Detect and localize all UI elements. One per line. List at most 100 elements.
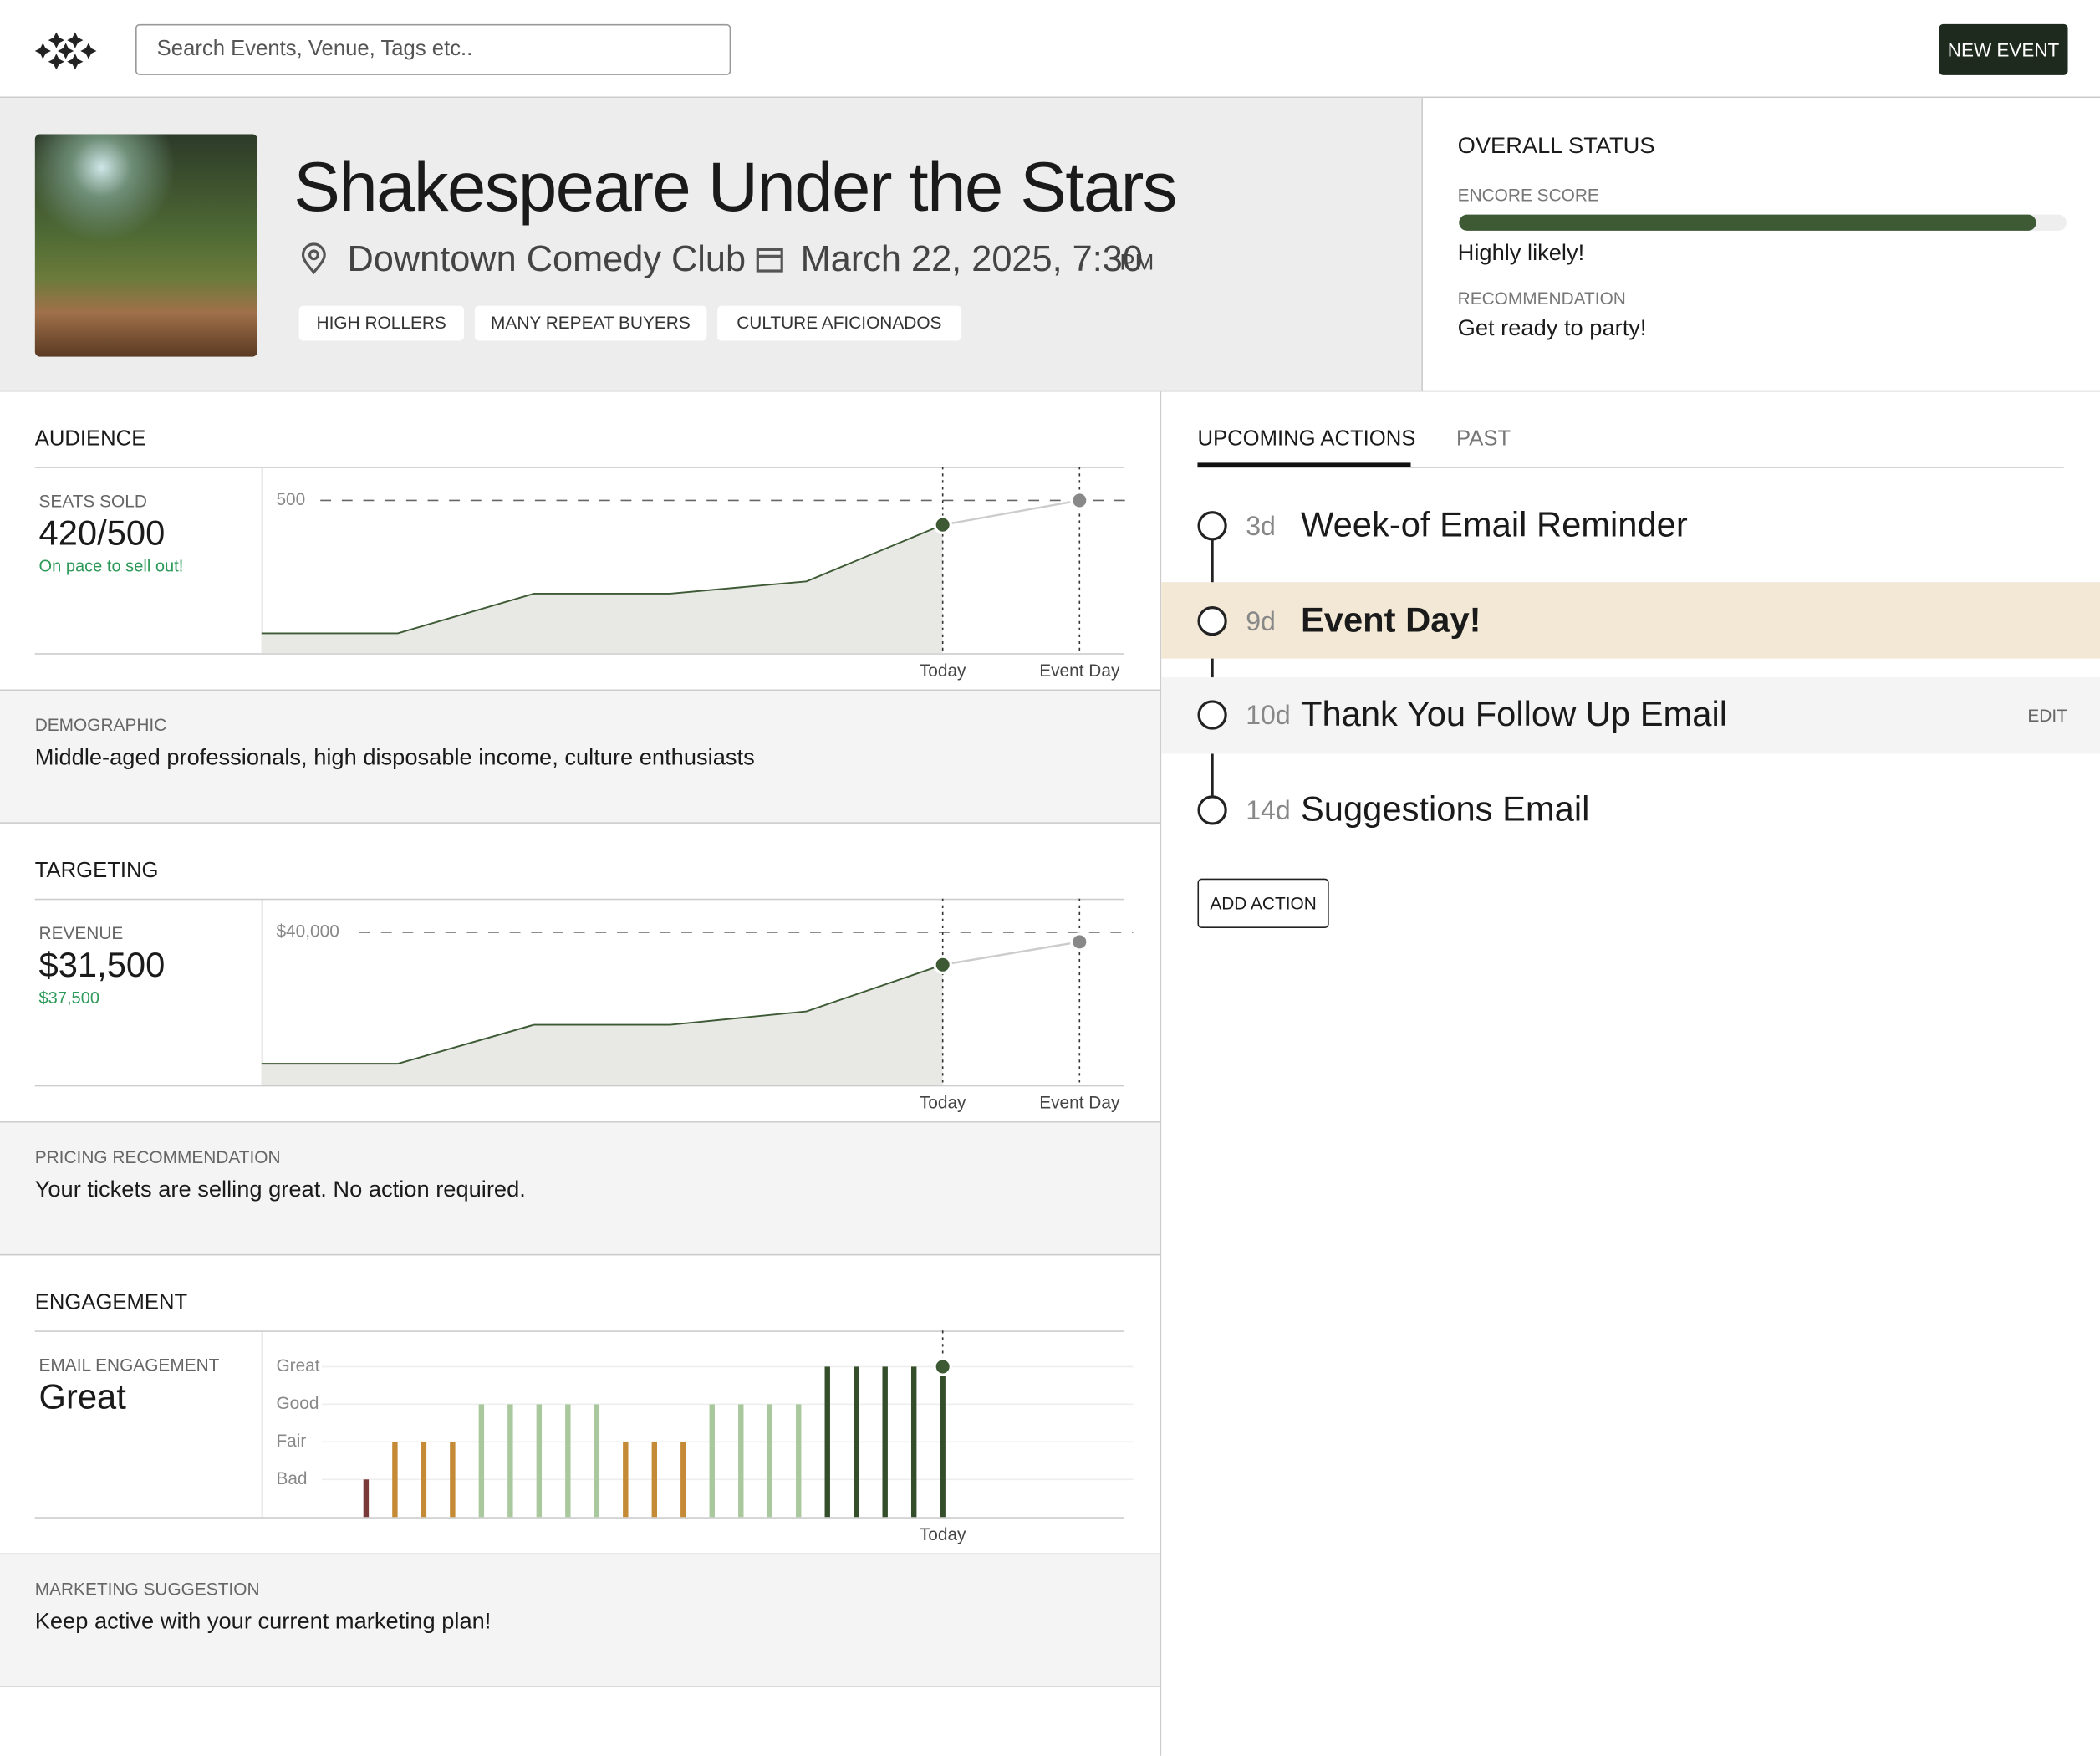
- footer-text: Your tickets are selling great. No actio…: [34, 1176, 526, 1202]
- footer-bg: [0, 1554, 1160, 1687]
- pin: [301, 242, 326, 275]
- y-tick-label: Bad: [276, 1469, 307, 1488]
- line: [261, 963, 943, 1065]
- timeline-circle: [1197, 511, 1227, 541]
- date-icon: [756, 248, 783, 273]
- venue-icon: [301, 242, 326, 275]
- logo-star: [48, 54, 64, 70]
- tag-label: MANY REPEAT BUYERS: [491, 313, 691, 334]
- section-border: [0, 689, 1162, 692]
- chart-bottom-line: [34, 1517, 1124, 1519]
- search-box[interactable]: [135, 23, 731, 75]
- tag: [298, 305, 464, 341]
- x-label: Event Day: [1039, 661, 1120, 681]
- date: March 22, 2025, 7:30: [800, 238, 1143, 279]
- chart-top-line: [34, 898, 1124, 901]
- footer-text: Middle-aged professionals, high disposab…: [34, 743, 755, 770]
- column-border: [1160, 391, 1162, 1756]
- area: [261, 524, 943, 654]
- logo-star: [57, 43, 74, 59]
- score-bar: [1459, 214, 2067, 231]
- top-border: [0, 96, 2100, 99]
- action-days: 3d: [1246, 512, 1276, 543]
- bar: [767, 1404, 772, 1518]
- y-tick-label: $40,000: [276, 921, 339, 941]
- cal: [756, 248, 783, 273]
- score-text: Highly likely!: [1457, 239, 1585, 266]
- add-action-button[interactable]: [1197, 878, 1329, 929]
- today-dot: [933, 1357, 952, 1376]
- metric-value: 420/500: [38, 513, 166, 554]
- bar: [450, 1442, 456, 1518]
- y-tick-label: Fair: [276, 1432, 306, 1451]
- hero-border: [1421, 98, 1423, 392]
- x-label: Today: [920, 661, 966, 681]
- chart-bottom-line: [34, 653, 1124, 655]
- event-dot: [1070, 932, 1089, 952]
- metric-label: EMAIL ENGAGEMENT: [38, 1355, 220, 1376]
- section-heading: AUDIENCE: [34, 428, 146, 452]
- action-label[interactable]: Event Day!: [1300, 600, 1481, 641]
- metric-divider: [261, 898, 263, 1085]
- tag-label: HIGH ROLLERS: [316, 313, 446, 334]
- tag-label: CULTURE AFICIONADOS: [737, 313, 942, 334]
- tabs-line: [1197, 467, 2064, 468]
- footer-bg: [0, 691, 1160, 823]
- new-event-label[interactable]: NEW EVENT: [1947, 38, 2060, 60]
- metric-divider: [261, 1330, 263, 1518]
- logo-star: [80, 43, 97, 59]
- line: [261, 523, 944, 635]
- hero-bottom-border: [0, 390, 2100, 392]
- y-tick-label: Great: [276, 1356, 319, 1376]
- tab[interactable]: PAST: [1456, 428, 1511, 452]
- tag: [717, 305, 961, 341]
- metric-label: SEATS SOLD: [38, 491, 147, 512]
- bar: [738, 1404, 744, 1518]
- bar: [796, 1404, 802, 1518]
- add-action-label[interactable]: ADD ACTION: [1210, 893, 1317, 914]
- action-label[interactable]: Suggestions Email: [1300, 789, 1590, 830]
- bar: [824, 1366, 830, 1518]
- edit[interactable]: EDIT: [2027, 706, 2067, 727]
- logo-star: [34, 43, 51, 59]
- bar: [536, 1404, 543, 1518]
- footer-border: [0, 822, 1162, 824]
- score-label: ENCORE SCORE: [1457, 185, 1599, 206]
- footer-text: Keep active with your current marketing …: [34, 1607, 492, 1634]
- section-heading: TARGETING: [34, 860, 159, 884]
- bar: [882, 1366, 888, 1518]
- chart-top-line: [34, 1330, 1124, 1332]
- rec-label: RECOMMENDATION: [1457, 288, 1626, 309]
- action-label[interactable]: Week-of Email Reminder: [1300, 504, 1688, 545]
- action-days: 10d: [1246, 701, 1291, 732]
- search-placeholder: Search Events, Venue, Tags etc..: [156, 38, 473, 61]
- event-title: Shakespeare Under the Stars: [293, 148, 1177, 227]
- footer-border: [0, 1253, 1162, 1256]
- new-event-button[interactable]: [1939, 23, 2068, 75]
- action-days: 9d: [1246, 607, 1276, 637]
- event-image: [34, 134, 257, 357]
- bar: [854, 1366, 859, 1518]
- bar: [709, 1404, 715, 1518]
- timeline-circle: [1197, 606, 1227, 636]
- bar: [940, 1366, 946, 1518]
- bar: [392, 1442, 398, 1518]
- tab-underline: [1197, 462, 1411, 467]
- tab[interactable]: UPCOMING ACTIONS: [1197, 428, 1416, 452]
- footer-label: PRICING RECOMMENDATION: [34, 1146, 281, 1167]
- action-label[interactable]: Thank You Follow Up Email: [1300, 693, 1728, 735]
- footer-border: [0, 1686, 1162, 1687]
- footer-bg: [0, 1122, 1160, 1254]
- logo-star: [67, 32, 84, 48]
- bar: [651, 1442, 658, 1518]
- bar: [507, 1404, 513, 1518]
- bar: [565, 1404, 571, 1518]
- venue: Downtown Comedy Club: [347, 238, 747, 279]
- metric-note: On pace to sell out!: [38, 555, 184, 575]
- bar: [680, 1442, 686, 1518]
- metric-value: $31,500: [38, 944, 166, 986]
- bar: [421, 1442, 427, 1518]
- event-dot: [1070, 491, 1089, 510]
- y-tick-label: 500: [276, 490, 305, 509]
- pin-dot: [308, 249, 319, 261]
